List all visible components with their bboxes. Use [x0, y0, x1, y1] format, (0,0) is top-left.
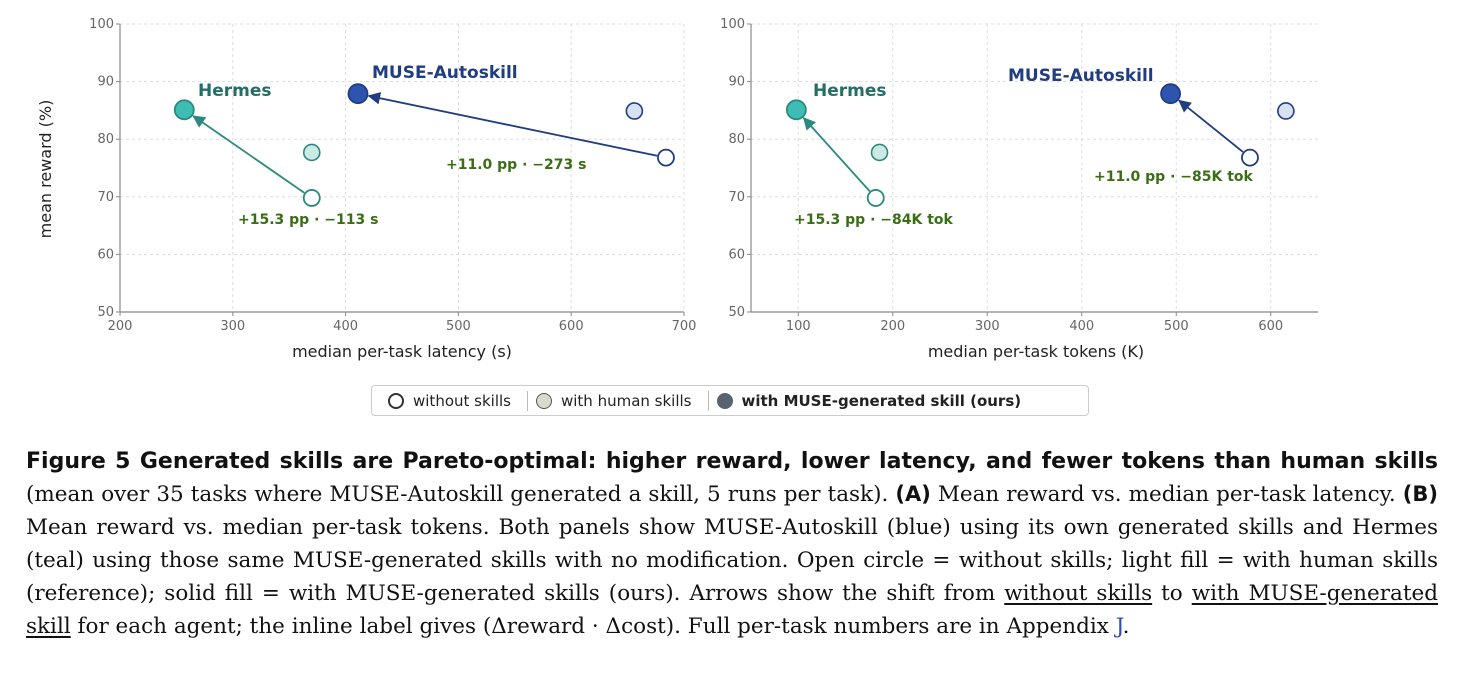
hermes-with-muse-skill-point — [785, 99, 807, 121]
panel-b-hermes-label: Hermes — [813, 81, 887, 101]
y-tick-label: 60 — [97, 247, 114, 262]
panel-a-tick-labels: 200 300 400 500 600 700 50 60 70 80 90 100 — [89, 17, 696, 334]
legend-with-human-skills-label: with human skills — [560, 391, 692, 410]
panel-a-hermes-delta: +15.3 pp · −113 s — [238, 212, 378, 228]
muse-without-skills-point — [657, 148, 675, 167]
y-tick-label: 100 — [720, 17, 745, 32]
legend-with-muse-skill-label: with MUSE-generated skill (ours) — [741, 391, 1022, 410]
muse-with-muse-skill-point — [1160, 83, 1181, 105]
caption-text: Mean reward vs. median per-task latency. — [930, 482, 1403, 507]
muse-with-human-skills-point — [1277, 102, 1295, 120]
figure-caption: Figure 5 Generated skills are Pareto-opt… — [26, 445, 1438, 643]
hermes-without-skills-point — [302, 189, 321, 207]
x-tick-label: 100 — [786, 319, 811, 334]
legend-without-skills: without skills — [388, 392, 511, 410]
panel-a-xlabel: median per-task latency (s) — [292, 342, 512, 361]
x-tick-label: 400 — [1069, 319, 1094, 334]
hermes-shift-arrow — [192, 115, 305, 194]
panel-a-muse-label: MUSE-Autoskill — [372, 63, 518, 83]
hermes-with-muse-skill-point — [173, 99, 195, 121]
caption-panel-a: (A) — [895, 482, 931, 506]
x-tick-label: 200 — [108, 319, 133, 334]
panel-b-muse-label: MUSE-Autoskill — [1008, 66, 1154, 86]
panel-a-hermes-label: Hermes — [198, 81, 272, 101]
x-tick-label: 300 — [975, 319, 1000, 334]
panel-a-muse-delta: +11.0 pp · −273 s — [446, 157, 586, 173]
caption-underline-with: with MUSE-generated skill — [26, 581, 1438, 639]
muse-with-human-skills-point — [625, 102, 644, 120]
muse-shift-arrow — [1178, 99, 1244, 153]
legend-without-skills-label: without skills — [413, 391, 511, 410]
panel-b-gridlines — [751, 23, 1318, 313]
muse-shift-arrow — [367, 92, 658, 157]
x-tick-label: 400 — [333, 319, 358, 334]
caption-text: for each agent; the inline label gives (… — [70, 614, 1116, 639]
caption-text: (mean over 35 tasks where MUSE-Autoskill… — [26, 482, 896, 507]
y-tick-label: 90 — [728, 75, 745, 90]
x-tick-label: 700 — [672, 319, 697, 334]
legend-divider — [707, 390, 709, 411]
legend-with-human-skills: with human skills — [535, 391, 692, 410]
light-circle-icon — [535, 392, 552, 409]
x-tick-label: 300 — [220, 319, 245, 334]
caption-text: Mean reward vs. median per-task tokens. … — [26, 515, 1438, 606]
figure-charts: 200 300 400 500 600 700 50 60 70 80 90 100 median p… — [36, 17, 1318, 361]
caption-underline-without: without skills — [1004, 581, 1153, 606]
y-tick-label: 70 — [728, 190, 745, 205]
panel-a-marks — [173, 83, 675, 207]
y-tick-label: 70 — [97, 190, 114, 205]
panel-b-tick-labels: 100 200 300 400 500 600 50 60 70 80 90 100 — [720, 17, 1283, 334]
hermes-shift-arrow — [802, 117, 871, 192]
hermes-with-human-skills-point — [302, 143, 321, 162]
muse-without-skills-point — [1241, 148, 1259, 167]
y-tick-label: 60 — [728, 247, 745, 262]
caption-text: . — [1122, 614, 1130, 639]
x-tick-label: 500 — [1164, 319, 1189, 334]
x-tick-label: 200 — [880, 319, 905, 334]
hermes-with-human-skills-point — [870, 143, 889, 162]
caption-text: to — [1152, 581, 1192, 606]
appendix-link[interactable]: J — [1115, 614, 1123, 639]
y-tick-label: 50 — [97, 305, 114, 320]
legend: without skills with human skills with MU… — [371, 385, 1089, 416]
y-tick-label: 100 — [89, 17, 114, 32]
caption-title: Figure 5 Generated skills are Pareto-opt… — [26, 449, 1438, 474]
y-tick-label: 80 — [728, 132, 745, 147]
panel-b-marks — [785, 83, 1295, 207]
solid-circle-icon — [716, 392, 733, 409]
x-tick-label: 500 — [446, 319, 471, 334]
panel-a-axes — [116, 23, 685, 316]
panel-a-ylabel: mean reward (%) — [36, 100, 55, 239]
panel-b-axes — [747, 23, 1318, 316]
legend-divider — [526, 390, 528, 411]
y-tick-label: 50 — [728, 305, 745, 320]
panel-b-reward-vs-tokens: 100 200 300 400 500 600 50 60 70 80 90 100 median p… — [720, 17, 1318, 361]
panel-b-hermes-delta: +15.3 pp · −84K tok — [794, 212, 954, 228]
hermes-without-skills-point — [866, 189, 885, 207]
muse-with-muse-skill-point — [347, 83, 369, 105]
y-tick-label: 80 — [97, 132, 114, 147]
panel-b-xlabel: median per-task tokens (K) — [928, 342, 1144, 361]
caption-panel-b: (B) — [1402, 482, 1438, 506]
open-circle-icon — [388, 392, 404, 409]
x-tick-label: 600 — [559, 319, 584, 334]
y-tick-label: 90 — [97, 75, 114, 90]
legend-with-muse-skill: with MUSE-generated skill (ours) — [716, 391, 1022, 410]
panel-b-muse-delta: +11.0 pp · −85K tok — [1094, 169, 1254, 185]
x-tick-label: 600 — [1258, 319, 1283, 334]
panel-a-reward-vs-latency: 200 300 400 500 600 700 50 60 70 80 90 100 median p… — [36, 17, 696, 361]
